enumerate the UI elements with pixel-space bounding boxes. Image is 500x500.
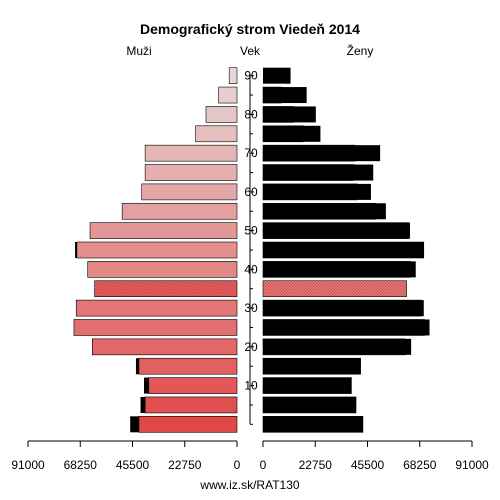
age-tick-label: 70: [244, 146, 258, 160]
age-tick-label: 20: [244, 340, 258, 354]
x-tick-label-left: 22750: [168, 458, 202, 472]
female-bar: [262, 319, 425, 336]
male-bar: [218, 86, 238, 104]
female-excess-bar: [357, 183, 371, 200]
female-excess-bar: [263, 67, 291, 84]
age-axis: 10 20 30 40 50 60 70 80 90: [244, 69, 258, 425]
female-bar: [262, 241, 425, 259]
male-bar: [148, 377, 238, 394]
male-excess-bar: [140, 396, 146, 413]
female-bar: [262, 396, 357, 414]
age-tick-label: 40: [244, 262, 258, 276]
female-bar: [262, 164, 354, 181]
male-bar: [195, 125, 238, 143]
age-tick-label: 50: [244, 224, 258, 238]
chart-title: Demografický strom Viedeň 2014: [140, 21, 360, 37]
female-bar: [262, 280, 407, 298]
male-bar: [205, 106, 238, 123]
male-bar: [89, 222, 238, 239]
x-tick-label-right: 0: [260, 458, 267, 472]
male-bar: [228, 67, 238, 84]
female-excess-bar: [293, 106, 316, 123]
female-excess-bar: [408, 222, 410, 239]
male-bar: [75, 299, 238, 317]
age-tick-label: 60: [244, 185, 258, 199]
male-bar: [94, 280, 238, 298]
x-tick-label-left: 91000: [11, 458, 45, 472]
female-bar: [262, 86, 282, 104]
male-bar: [87, 261, 238, 278]
female-excess-bar: [354, 145, 381, 162]
female-bar: [262, 261, 411, 278]
x-tick-label-left: 68250: [64, 458, 98, 472]
female-excess-bar: [421, 300, 424, 317]
female-bar: [262, 377, 352, 394]
age-tick-label: 10: [244, 379, 258, 393]
footer-source: www.iz.sk/RAT130: [199, 478, 299, 492]
x-tick-label-right: 91000: [455, 458, 489, 472]
x-axes: 91000 68250 45500 22750 0 0 22750 45500 68250 910…: [11, 440, 489, 472]
female-bar: [262, 338, 406, 356]
female-excess-bar: [353, 164, 374, 181]
female-bar: [262, 202, 377, 220]
male-bar: [144, 164, 238, 181]
female-bar: [262, 106, 294, 123]
x-tick-label-left: 45500: [116, 458, 150, 472]
female-bar: [262, 299, 422, 317]
female-bar: [262, 222, 409, 239]
male-bar: [76, 241, 238, 259]
male-label: Muži: [126, 44, 151, 58]
male-bar: [144, 144, 238, 162]
x-tick-label-right: 22750: [299, 458, 333, 472]
female-excess-bar: [404, 338, 412, 355]
female-excess-bar: [303, 125, 321, 142]
female-bar: [262, 183, 358, 201]
bars-group: [73, 67, 430, 433]
male-excess-bar: [130, 416, 139, 433]
x-tick-label-right: 45500: [351, 458, 385, 472]
age-tick-label: 30: [244, 301, 258, 315]
female-excess-bar: [410, 261, 416, 278]
x-tick-label-right: 68250: [403, 458, 437, 472]
female-excess-bar: [375, 203, 386, 220]
age-label: Vek: [240, 44, 261, 58]
male-bar: [141, 183, 238, 201]
female-bar: [262, 125, 304, 143]
male-bar: [144, 396, 238, 414]
male-bar: [92, 338, 238, 356]
female-bar: [262, 144, 356, 162]
female-bar: [262, 416, 364, 433]
male-excess-bar: [143, 377, 149, 394]
male-bar: [73, 319, 238, 336]
male-bar: [138, 357, 238, 375]
female-label: Ženy: [347, 43, 374, 58]
female-excess-bar: [424, 319, 430, 336]
male-excess-bar: [75, 242, 77, 258]
female-bar: [262, 357, 361, 375]
male-bar: [138, 416, 238, 433]
female-excess-bar: [281, 87, 307, 104]
male-excess-bar: [135, 358, 139, 375]
male-bar: [121, 202, 238, 220]
age-tick-label: 90: [244, 69, 258, 83]
age-tick-label: 80: [244, 107, 258, 121]
x-tick-label-left: 0: [234, 458, 241, 472]
